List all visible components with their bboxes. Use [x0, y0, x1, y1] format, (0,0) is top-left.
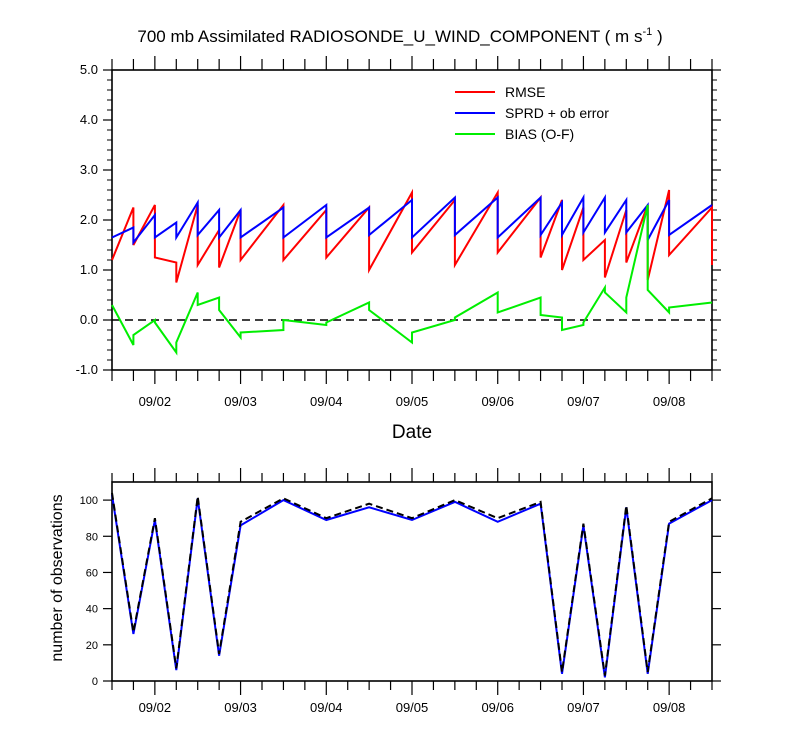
x-tick-label: 09/04 — [310, 394, 343, 409]
title-superscript: -1 — [642, 26, 652, 38]
y-tick-label: 60 — [86, 567, 98, 579]
chart-title: 700 mb Assimilated RADIOSONDE_U_WIND_COM… — [137, 26, 662, 46]
top-panel: -1.00.01.02.03.04.05.0 09/02 09/03 09/04 09… — [76, 56, 721, 443]
x-tick-label: 09/07 — [567, 700, 600, 715]
y-axis-ticks: -1.0 0.0 1.0 2.0 3.0 4.0 5.0 — [76, 62, 721, 377]
series-line-sprd-ob-error — [111, 193, 713, 246]
x-tick-label: 09/02 — [139, 700, 172, 715]
x-tick-label: 09/04 — [310, 700, 343, 715]
bottom-plot-frame — [111, 481, 713, 682]
x-axis-ticks: 09/02 09/03 09/04 09/05 09/06 09/07 09/08 — [111, 56, 713, 409]
x-tick-label: 09/02 — [139, 394, 172, 409]
x-tick-label: 09/03 — [224, 700, 257, 715]
y-tick-label: 100 — [80, 495, 98, 507]
x-tick-label: 09/05 — [396, 394, 429, 409]
series-lines — [111, 188, 713, 356]
y-tick-label: 40 — [86, 604, 98, 616]
x-tick-label: 09/08 — [653, 700, 686, 715]
legend-label: SPRD + ob error — [505, 105, 609, 121]
x-tick-label: 09/03 — [224, 394, 257, 409]
y-tick-label: 0 — [92, 676, 98, 688]
x-tick-label: 09/06 — [481, 700, 514, 715]
y-tick-label: 5.0 — [80, 62, 98, 77]
y-tick-label: -1.0 — [76, 362, 98, 377]
y-tick-label: 4.0 — [80, 112, 98, 127]
series-line-dashed — [111, 492, 713, 676]
y-tick-label: 3.0 — [80, 162, 98, 177]
y-axis-label: number of observations — [49, 494, 66, 661]
legend-label: BIAS (O-F) — [505, 126, 574, 142]
y-tick-label: 1.0 — [80, 262, 98, 277]
y-tick-label: 2.0 — [80, 212, 98, 227]
x-tick-label: 09/07 — [567, 394, 600, 409]
series-line-bias-o-f — [111, 204, 713, 356]
x-tick-label: 09/05 — [396, 700, 429, 715]
x-tick-label: 09/08 — [653, 394, 686, 409]
y-axis-ticks: 0 20 40 60 80 100 — [80, 495, 721, 688]
y-tick-label: 20 — [86, 640, 98, 652]
x-tick-label: 09/06 — [481, 394, 514, 409]
series-lines — [111, 492, 713, 678]
x-axis-label: Date — [392, 422, 432, 443]
y-tick-label: 80 — [86, 531, 98, 543]
y-tick-label: 0.0 — [80, 312, 98, 327]
legend-label: RMSE — [505, 84, 545, 100]
legend: RMSE SPRD + ob error BIAS (O-F) — [455, 84, 609, 142]
x-axis-ticks: 09/02 09/03 09/04 09/05 09/06 09/07 09/08 — [111, 468, 713, 715]
